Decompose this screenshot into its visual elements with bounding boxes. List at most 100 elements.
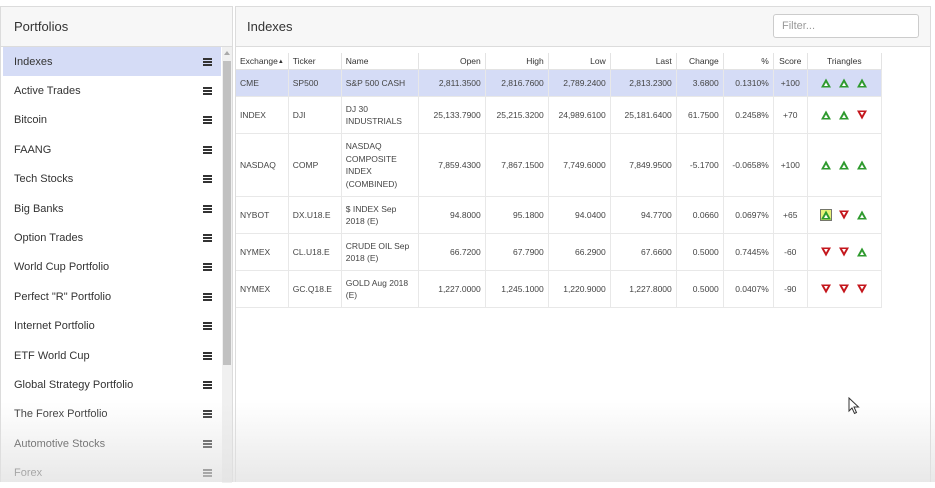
hamburger-menu-icon[interactable] xyxy=(203,351,212,360)
hamburger-menu-icon[interactable] xyxy=(203,469,212,478)
last-cell: 7,849.9500 xyxy=(610,133,677,197)
portfolio-item-label: Forex xyxy=(14,467,43,480)
last-cell: 94.7700 xyxy=(610,196,677,234)
triangle-down-icon xyxy=(839,210,850,220)
portfolio-item[interactable]: Active Trades xyxy=(3,76,221,105)
hamburger-menu-icon[interactable] xyxy=(203,57,212,66)
column-header-triangles[interactable]: Triangles xyxy=(807,53,882,70)
scroll-thumb[interactable] xyxy=(223,61,231,365)
exchange-cell: NYMEX xyxy=(236,270,289,308)
percent-cell: 0.1310% xyxy=(723,69,774,97)
hamburger-menu-icon[interactable] xyxy=(203,116,212,125)
portfolio-item[interactable]: ETF World Cup xyxy=(3,341,221,370)
change-cell: 0.5000 xyxy=(676,233,724,271)
portfolio-item[interactable]: World Cup Portfolio xyxy=(3,253,221,282)
table-row[interactable]: NASDAQ COMP NASDAQ COMPOSITE INDEX (COMBIN… xyxy=(236,133,882,197)
column-label: Exchange xyxy=(240,56,278,66)
triangle-down-icon xyxy=(857,110,868,120)
portfolio-item[interactable]: Big Banks xyxy=(3,194,221,223)
hamburger-menu-icon[interactable] xyxy=(203,322,212,331)
portfolio-item[interactable]: Tech Stocks xyxy=(3,165,221,194)
open-cell: 94.8000 xyxy=(418,196,486,234)
column-header-exchange[interactable]: Exchange▲ xyxy=(236,53,289,70)
portfolio-item[interactable]: Internet Portfolio xyxy=(3,312,221,341)
table-row[interactable]: INDEX DJI DJ 30 INDUSTRIALS 25,133.7900 25,2… xyxy=(236,96,882,134)
triangles-cell xyxy=(807,196,882,234)
score-cell: -60 xyxy=(773,233,808,271)
high-cell: 7,867.1500 xyxy=(485,133,549,197)
ticker-cell: CL.U18.E xyxy=(288,233,342,271)
hamburger-menu-icon[interactable] xyxy=(203,145,212,154)
high-cell: 2,816.7600 xyxy=(485,69,549,97)
percent-cell: 0.0407% xyxy=(723,270,774,308)
triangle-down-icon xyxy=(821,247,832,257)
table-header-row: Exchange▲ Ticker Name Open High Low Last… xyxy=(236,53,882,70)
table-row[interactable]: NYMEX GC.Q18.E GOLD Aug 2018 (E) 1,227.0000… xyxy=(236,270,882,308)
quotes-table-body: CME SP500 S&P 500 CASH 2,811.3500 2,816.7600… xyxy=(236,69,882,308)
portfolio-item-label: FAANG xyxy=(14,143,52,156)
column-header-change[interactable]: Change xyxy=(676,53,724,70)
portfolio-item[interactable]: Perfect "R" Portfolio xyxy=(3,282,221,311)
hamburger-menu-icon[interactable] xyxy=(203,234,212,243)
table-row[interactable]: NYMEX CL.U18.E CRUDE OIL Sep 2018 (E) 66.72… xyxy=(236,233,882,271)
column-header-percent[interactable]: % xyxy=(723,53,774,70)
table-row[interactable]: NYBOT DX.U18.E $ INDEX Sep 2018 (E) 94.8000… xyxy=(236,196,882,234)
triangles-cell xyxy=(807,233,882,271)
hamburger-menu-icon[interactable] xyxy=(203,87,212,96)
portfolio-item-label: Perfect "R" Portfolio xyxy=(14,290,112,303)
column-header-name[interactable]: Name xyxy=(341,53,419,70)
triangles-cell xyxy=(807,96,882,134)
portfolio-item[interactable]: Global Strategy Portfolio xyxy=(3,370,221,399)
indexes-panel: Indexes Exchange▲ Ticker Name Open High … xyxy=(235,6,931,482)
ticker-cell: GC.Q18.E xyxy=(288,270,342,308)
high-cell: 95.1800 xyxy=(485,196,549,234)
ticker-cell: SP500 xyxy=(288,69,342,97)
name-cell: S&P 500 CASH xyxy=(341,69,419,97)
triangle-up-icon xyxy=(821,160,832,170)
portfolio-item-label: Bitcoin xyxy=(14,114,48,127)
portfolio-item-label: World Cup Portfolio xyxy=(14,261,110,274)
open-cell: 66.7200 xyxy=(418,233,486,271)
hamburger-menu-icon[interactable] xyxy=(203,263,212,272)
portfolio-item[interactable]: Indexes xyxy=(3,47,221,77)
triangle-down-icon xyxy=(839,247,850,257)
percent-cell: 0.0697% xyxy=(723,196,774,234)
hamburger-menu-icon[interactable] xyxy=(203,175,212,184)
scroll-up-arrow-icon[interactable] xyxy=(224,51,230,55)
sort-ascending-icon: ▲ xyxy=(277,59,284,65)
triangles-cell xyxy=(807,133,882,197)
hamburger-menu-icon[interactable] xyxy=(203,204,212,213)
column-header-low[interactable]: Low xyxy=(548,53,611,70)
triangle-up-icon xyxy=(857,160,868,170)
column-header-high[interactable]: High xyxy=(485,53,549,70)
column-header-score[interactable]: Score xyxy=(773,53,808,70)
portfolio-item[interactable]: Option Trades xyxy=(3,223,221,252)
portfolio-item[interactable]: Automotive Stocks xyxy=(3,429,221,458)
column-header-ticker[interactable]: Ticker xyxy=(288,53,342,70)
column-header-last[interactable]: Last xyxy=(610,53,677,70)
portfolio-item-label: Automotive Stocks xyxy=(14,437,106,450)
portfolio-item[interactable]: FAANG xyxy=(3,135,221,164)
hamburger-menu-icon[interactable] xyxy=(203,439,212,448)
column-header-open[interactable]: Open xyxy=(418,53,486,70)
last-cell: 2,813.2300 xyxy=(610,69,677,97)
triangle-up-icon xyxy=(857,247,868,257)
low-cell: 24,989.6100 xyxy=(548,96,611,134)
hamburger-menu-icon[interactable] xyxy=(203,380,212,389)
triangle-up-icon xyxy=(857,210,868,220)
filter-input[interactable] xyxy=(773,14,919,38)
portfolios-panel: Portfolios Indexes Active Trades Bitcoin FA… xyxy=(0,6,233,483)
table-row[interactable]: CME SP500 S&P 500 CASH 2,811.3500 2,816.7600… xyxy=(236,69,882,97)
name-cell: CRUDE OIL Sep 2018 (E) xyxy=(341,233,419,271)
indexes-header: Indexes xyxy=(236,7,930,47)
high-cell: 25,215.3200 xyxy=(485,96,549,134)
open-cell: 25,133.7900 xyxy=(418,96,486,134)
portfolio-item[interactable]: Bitcoin xyxy=(3,106,221,135)
portfolio-item[interactable]: Forex xyxy=(3,458,221,487)
triangle-up-highlight-icon xyxy=(820,209,833,222)
triangles-cell xyxy=(807,270,882,308)
portfolio-item[interactable]: The Forex Portfolio xyxy=(3,400,221,429)
portfolio-scrollbar[interactable] xyxy=(222,47,232,483)
hamburger-menu-icon[interactable] xyxy=(203,292,212,301)
hamburger-menu-icon[interactable] xyxy=(203,410,212,419)
